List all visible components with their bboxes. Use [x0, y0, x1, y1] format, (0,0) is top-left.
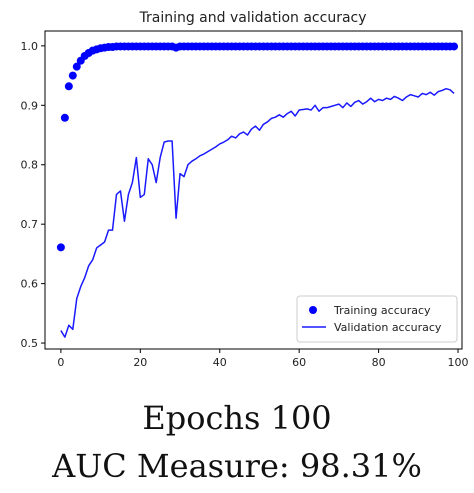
x-tick-label: 40 [213, 356, 227, 369]
chart-title: Training and validation accuracy [138, 10, 366, 26]
legend-training-marker [309, 306, 317, 314]
chart-svg: Training and validation accuracy 0.50.60… [21, 10, 469, 369]
x-tick-label: 60 [292, 356, 306, 369]
y-tick-label: 0.6 [21, 278, 39, 291]
y-tick-label: 0.9 [21, 99, 39, 112]
y-tick-label: 0.7 [21, 218, 39, 231]
training-point [450, 42, 459, 51]
training-accuracy-series [56, 42, 459, 252]
training-point [72, 62, 81, 71]
caption-auc-measure: AUC Measure: 98.31% [52, 447, 422, 485]
y-tick-label: 0.5 [21, 337, 39, 350]
chart: Training and validation accuracy 0.5 0.6 0… [21, 10, 469, 369]
x-tick-label: 100 [448, 356, 469, 369]
validation-accuracy-series [60, 87, 455, 338]
legend-validation-label: Validation accuracy [334, 321, 442, 334]
y-tick-label: 1.0 [21, 40, 39, 53]
legend-box [296, 295, 458, 343]
caption-epochs: Epochs 100 [142, 399, 332, 437]
training-point [56, 243, 65, 252]
x-tick-label: 80 [372, 356, 386, 369]
training-point [60, 113, 69, 122]
x-axis: 0 20 40 60 80 100 [57, 349, 469, 369]
x-tick-label: 0 [57, 356, 64, 369]
y-axis: 0.5 0.6 0.7 0.8 0.9 1.0 [21, 40, 45, 350]
training-point [64, 82, 73, 91]
legend: Training accuracy Validation accuracy [296, 295, 458, 343]
validation-line [60, 87, 455, 338]
y-tick-label: 0.8 [21, 159, 39, 172]
training-point [68, 71, 77, 80]
legend-training-label: Training accuracy [333, 304, 431, 317]
x-tick-label: 20 [133, 356, 147, 369]
